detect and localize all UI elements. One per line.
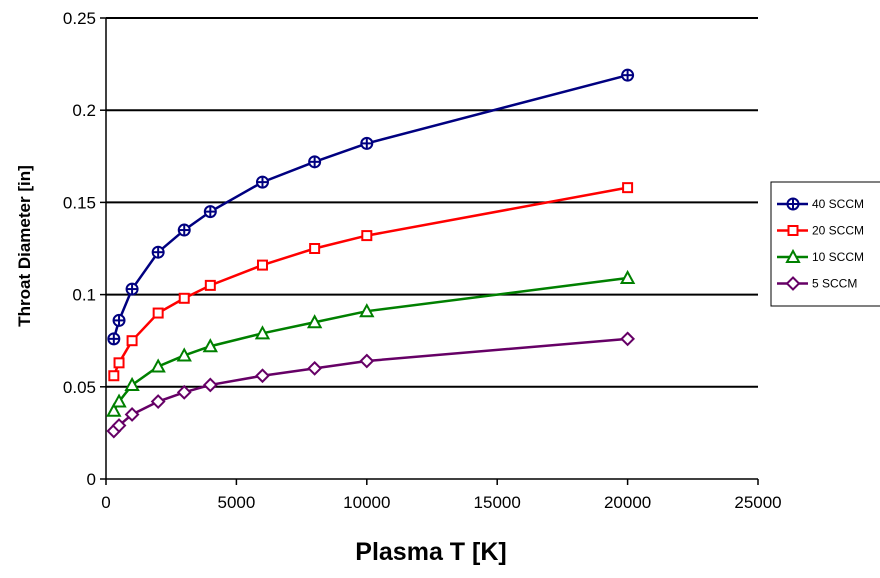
data-point-0-3 <box>151 245 165 259</box>
data-point-2-8 <box>359 303 375 318</box>
series-line-3 <box>112 337 628 432</box>
data-point-3-8 <box>359 353 375 369</box>
data-point-0-2 <box>125 282 139 296</box>
tick-labels: 0 0.05 0.1 0.15 0.2 0.25 0 5000 10000 15000 20000 2… <box>63 9 782 512</box>
x-tick-label-5: 25000 <box>734 493 781 512</box>
data-point-0-9 <box>621 68 635 82</box>
data-point-1-9 <box>622 182 634 194</box>
data-point-0-0 <box>107 332 121 346</box>
data-point-1-0 <box>108 370 120 382</box>
data-point-1-1 <box>113 357 125 369</box>
data-point-3-5 <box>202 377 218 393</box>
data-point-0-1 <box>112 313 126 327</box>
x-tick-label-0: 0 <box>101 493 110 512</box>
gridlines <box>106 17 758 388</box>
data-point-2-4 <box>176 347 192 362</box>
legend-marker-2 <box>785 248 801 263</box>
axes <box>100 17 759 485</box>
data-point-3-3 <box>150 394 166 409</box>
data-point-3-2 <box>124 407 140 422</box>
x-tick-label-3: 15000 <box>474 493 521 512</box>
data-point-2-3 <box>150 358 166 373</box>
data-point-1-8 <box>361 230 373 242</box>
legend-label-2: 10 SCCM <box>812 250 864 264</box>
data-point-3-6 <box>255 368 270 384</box>
data-point-2-1 <box>111 393 127 408</box>
legend-marker-0 <box>786 197 800 211</box>
data-point-2-2 <box>124 376 140 391</box>
legend-label-0: 40 SCCM <box>812 197 864 211</box>
x-tick-label-2: 10000 <box>343 493 390 512</box>
x-tick-label-1: 5000 <box>217 493 255 512</box>
data-point-1-5 <box>204 279 216 291</box>
y-tick-label-4: 0.2 <box>72 101 96 120</box>
series-lines <box>106 68 636 439</box>
data-point-1-2 <box>126 335 138 347</box>
y-tick-label-2: 0.1 <box>72 286 96 305</box>
data-point-3-4 <box>176 384 192 400</box>
data-point-2-0 <box>106 402 122 417</box>
data-point-0-6 <box>255 175 269 189</box>
y-tick-label-3: 0.15 <box>63 193 96 212</box>
x-axis-title: Plasma T [K] <box>355 538 506 566</box>
data-point-2-9 <box>619 269 636 285</box>
y-tick-label-0: 0 <box>87 470 96 489</box>
data-point-0-7 <box>308 155 322 169</box>
y-tick-label-1: 0.05 <box>63 378 96 397</box>
data-point-1-4 <box>178 292 190 304</box>
data-point-1-7 <box>309 243 321 254</box>
legend-label-1: 20 SCCM <box>812 224 864 238</box>
legend-marker-1 <box>787 225 799 236</box>
series-line-0 <box>112 73 628 340</box>
y-axis-title: Throat Diameter [in] <box>15 165 34 327</box>
data-point-3-7 <box>307 360 323 376</box>
data-point-0-8 <box>360 136 374 150</box>
data-point-0-5 <box>203 205 217 219</box>
legend: 40 SCCM 20 SCCM 10 SCCM 5 SCCM <box>770 181 880 307</box>
data-point-2-5 <box>202 338 219 353</box>
series-line-1 <box>112 186 628 377</box>
series-line-2 <box>112 276 628 412</box>
data-point-1-3 <box>152 307 164 319</box>
data-point-2-6 <box>254 325 271 340</box>
data-point-2-7 <box>306 314 323 329</box>
data-point-3-1 <box>111 418 127 433</box>
legend-marker-3 <box>785 276 801 291</box>
x-tick-label-4: 20000 <box>604 493 651 512</box>
legend-label-3: 5 SCCM <box>812 277 857 291</box>
data-point-3-9 <box>620 331 636 347</box>
y-tick-label-5: 0.25 <box>63 9 96 28</box>
data-point-0-4 <box>177 223 191 237</box>
data-point-1-6 <box>256 259 268 271</box>
